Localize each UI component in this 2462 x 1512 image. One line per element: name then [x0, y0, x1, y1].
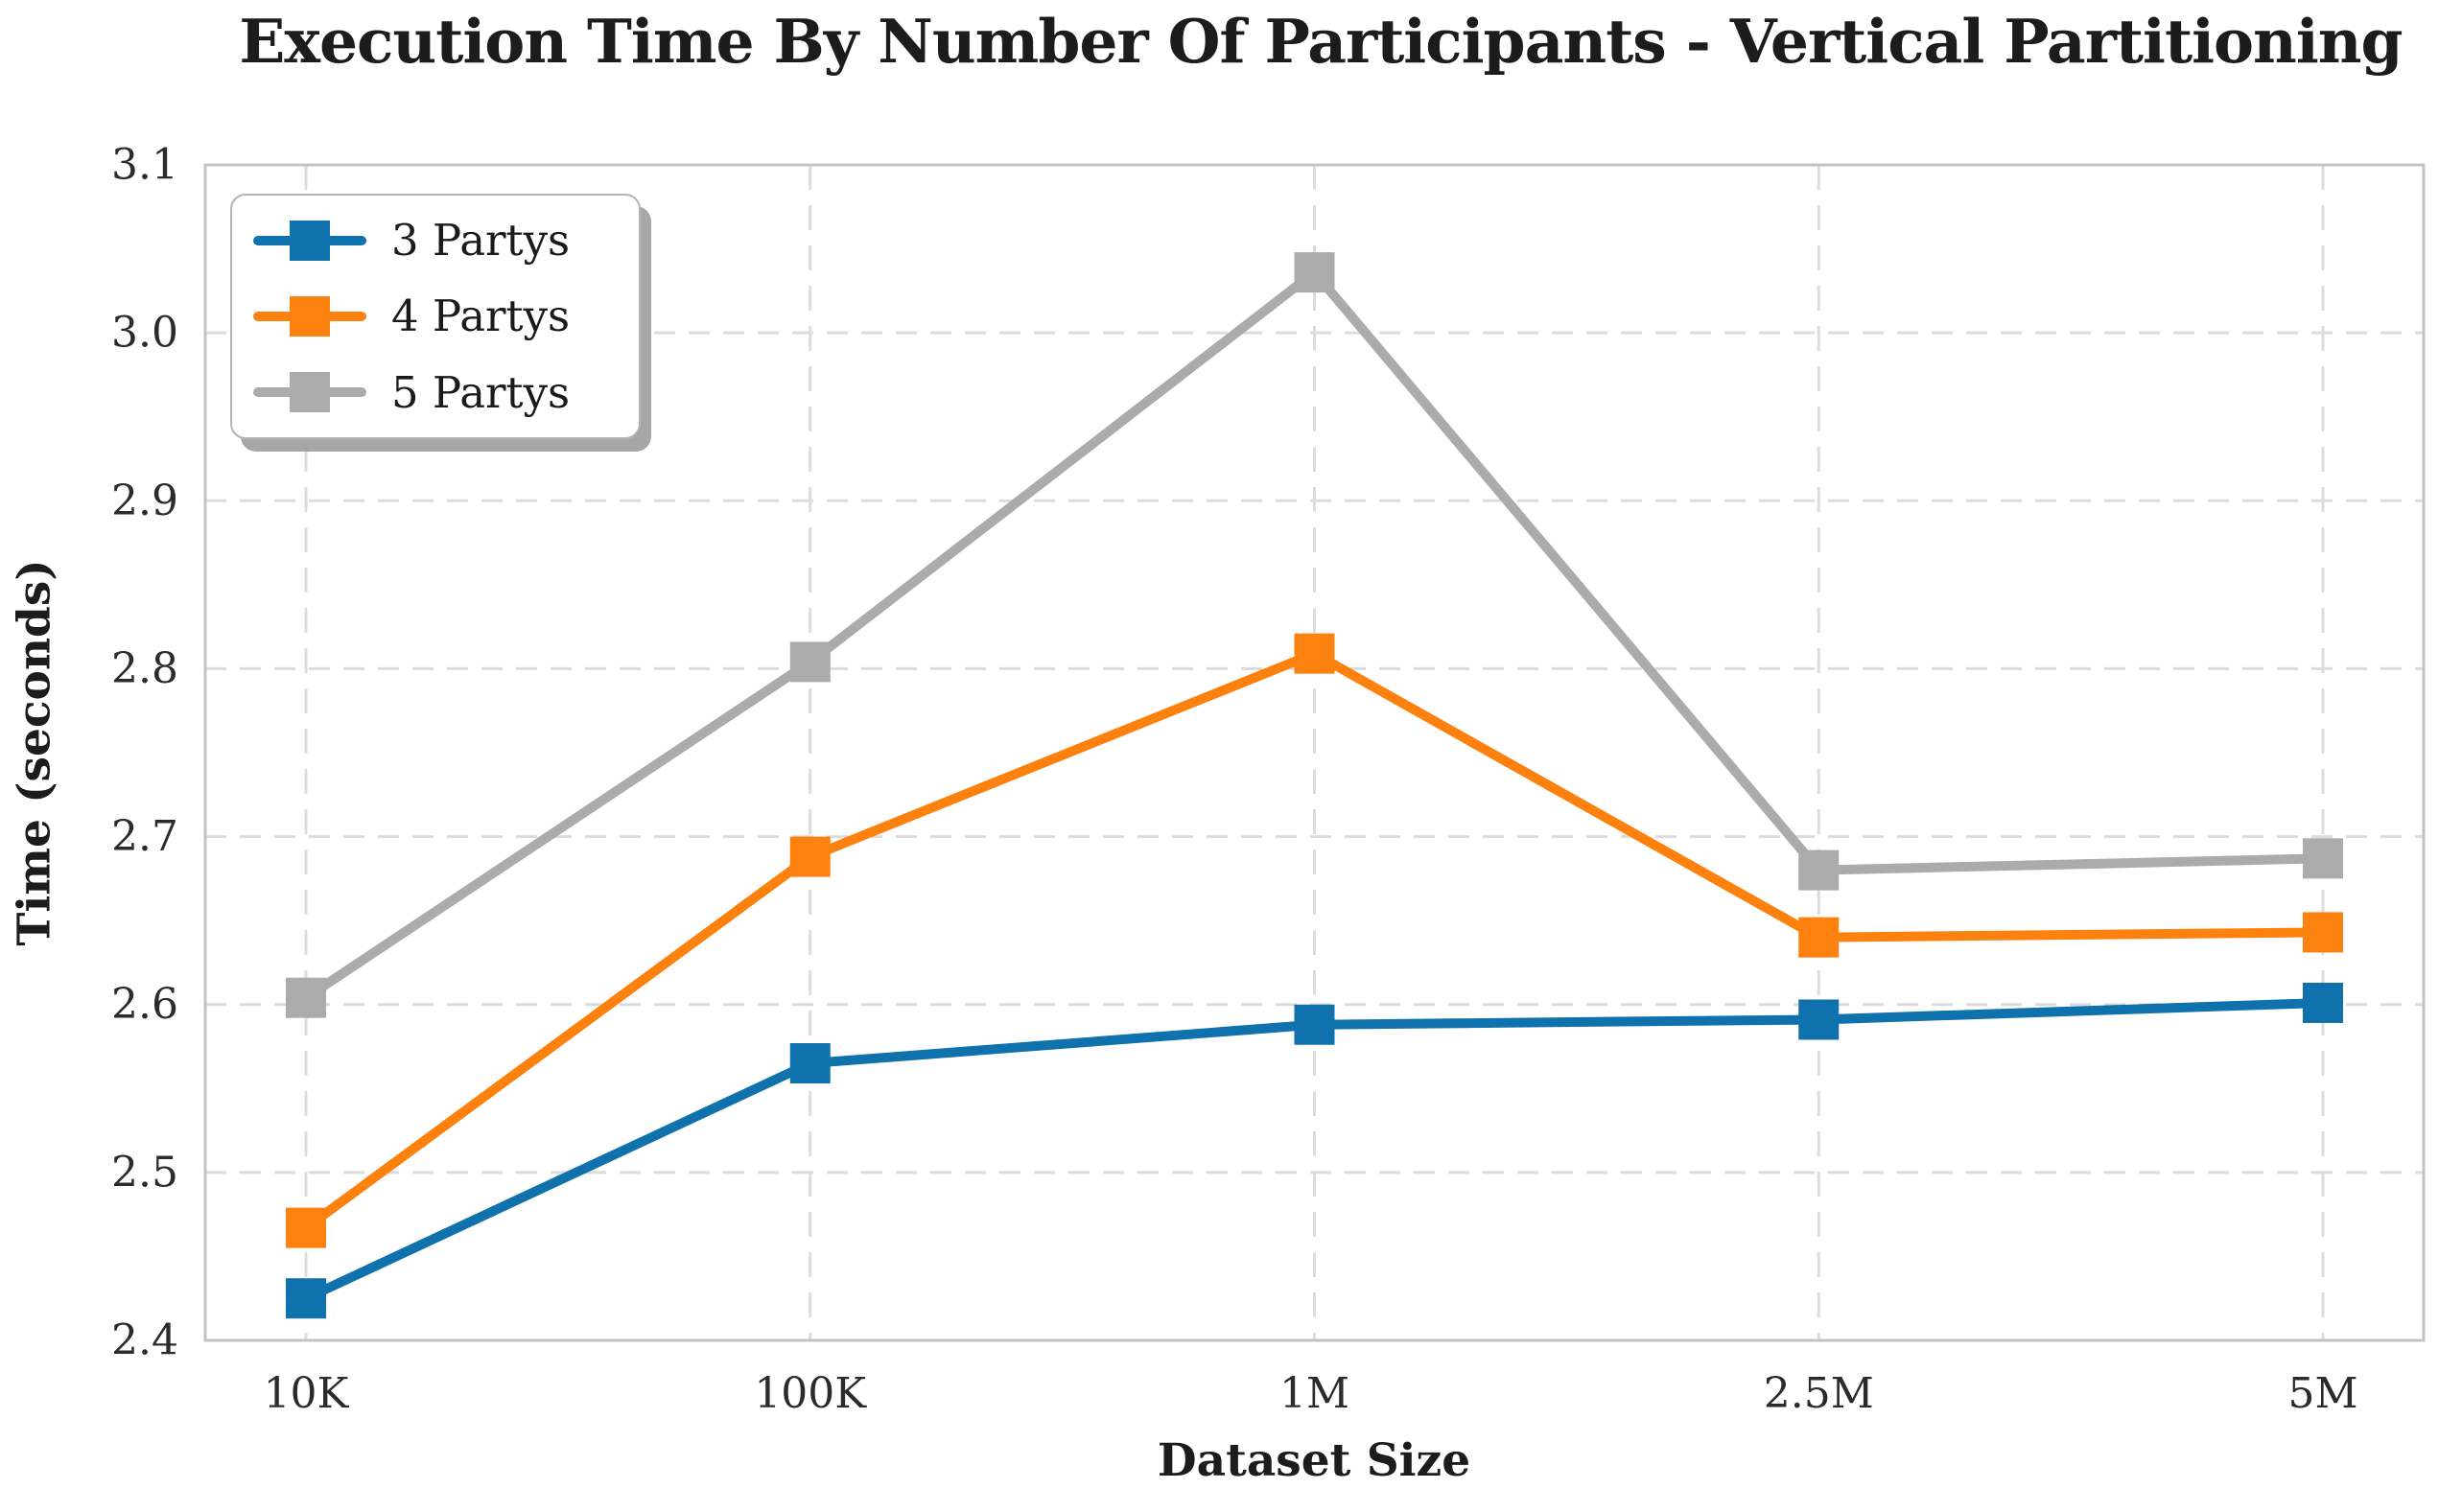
- data-point-marker: [286, 1207, 326, 1248]
- data-point-marker: [1798, 849, 1840, 891]
- legend-item: 5 Partys: [253, 355, 639, 430]
- y-tick-label: 2.8: [111, 644, 178, 693]
- series-swatch-icon: [253, 372, 366, 413]
- plot-border: [203, 163, 2426, 1342]
- data-point-marker: [2303, 912, 2343, 953]
- x-tick-label: 10K: [264, 1369, 350, 1418]
- legend: 3 Partys 4 Partys 5 Partys: [230, 194, 641, 439]
- x-tick-label: 2.5M: [1764, 1369, 1874, 1418]
- data-point-marker: [1294, 252, 1335, 293]
- y-tick-label: 2.4: [111, 1316, 178, 1365]
- data-point-marker: [789, 1043, 831, 1084]
- y-tick-label: 2.7: [111, 812, 178, 861]
- y-tick-label: 3.0: [111, 309, 178, 358]
- y-tick-label: 2.6: [111, 980, 178, 1029]
- x-tick-label: 5M: [2287, 1369, 2357, 1418]
- series-swatch-icon: [253, 295, 366, 337]
- data-point-marker: [1798, 917, 1840, 958]
- series-swatch-icon: [253, 220, 366, 261]
- data-point-marker: [286, 977, 326, 1018]
- y-tick-label: 2.9: [111, 477, 178, 525]
- x-axis-label: Dataset Size: [1157, 1434, 1471, 1487]
- x-tick-label: 100K: [754, 1369, 867, 1418]
- legend-label: 3 Partys: [391, 215, 571, 267]
- chart-title: Execution Time By Number Of Participants…: [239, 6, 2403, 77]
- legend-label: 5 Partys: [391, 366, 571, 418]
- data-point-marker: [2303, 838, 2343, 879]
- data-point-marker: [789, 641, 831, 683]
- y-tick-label: 3.1: [111, 141, 178, 190]
- x-tick-label: 1M: [1279, 1369, 1349, 1418]
- legend-label: 4 Partys: [391, 291, 571, 342]
- data-point-marker: [286, 1278, 326, 1319]
- data-point-marker: [1294, 633, 1335, 674]
- data-point-marker: [2303, 982, 2343, 1023]
- data-point-marker: [1294, 1004, 1335, 1045]
- legend-item: 3 Partys: [253, 202, 639, 278]
- legend-item: 4 Partys: [253, 278, 639, 354]
- data-point-marker: [1798, 999, 1840, 1040]
- data-point-marker: [789, 836, 831, 877]
- y-tick-label: 2.5: [111, 1148, 178, 1197]
